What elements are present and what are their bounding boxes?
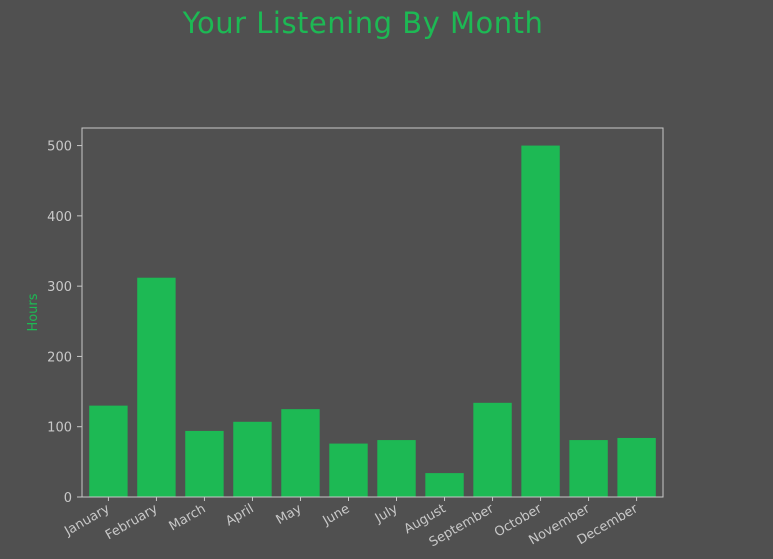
- bar-january: [89, 405, 128, 497]
- bar-april: [233, 421, 272, 497]
- x-tick-label: May: [274, 501, 305, 528]
- bar-september: [473, 402, 512, 497]
- bar-october: [521, 145, 560, 498]
- plot-frame: [81, 127, 664, 498]
- bars-group: [89, 145, 656, 498]
- bar-november: [569, 440, 608, 497]
- x-tick-label: June: [320, 501, 353, 529]
- bar-december: [617, 437, 656, 497]
- bar-august: [425, 473, 464, 497]
- bar-march: [185, 430, 224, 497]
- y-axis-label: Hours: [26, 293, 41, 331]
- bar-may: [281, 409, 320, 497]
- y-tick-label: 500: [47, 140, 72, 155]
- x-tick-label: July: [372, 501, 401, 526]
- y-tick-label: 100: [47, 421, 72, 436]
- x-tick-label: April: [223, 501, 256, 529]
- chart-title: Your Listening By Month: [182, 6, 544, 40]
- y-tick-label: 300: [47, 280, 72, 295]
- y-tick-label: 0: [64, 491, 72, 506]
- x-tick-label: February: [103, 501, 161, 543]
- y-tick-label: 400: [47, 210, 72, 225]
- bar-february: [137, 277, 176, 497]
- bar-july: [377, 440, 416, 497]
- x-tick-label: March: [167, 501, 209, 534]
- bar-june: [329, 443, 368, 497]
- y-tick-label: 200: [47, 350, 72, 365]
